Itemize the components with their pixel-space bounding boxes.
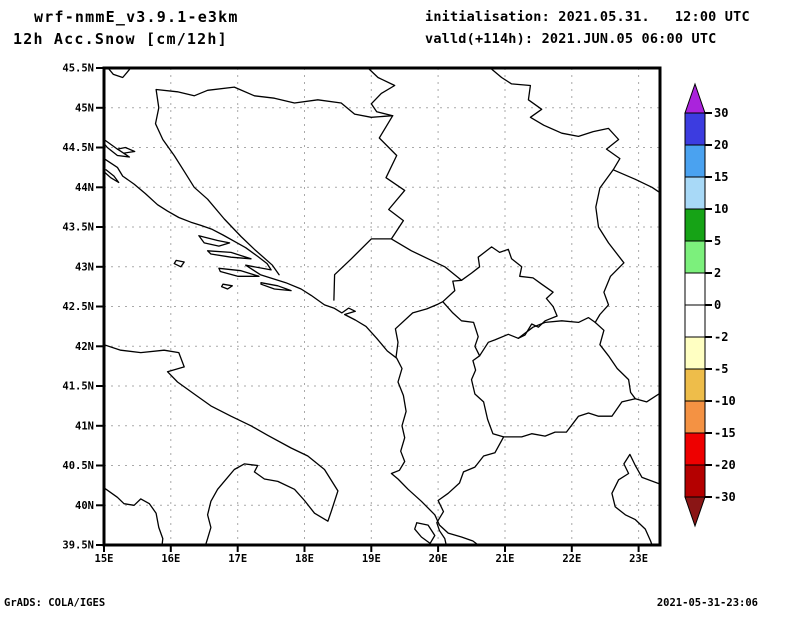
coastline-path [104,157,479,545]
y-axis-label: 43N [75,261,94,273]
coastline-path [220,283,233,290]
colorbar-label: 5 [714,234,721,248]
colorbar-label: 30 [714,106,728,120]
y-axis-label: 42N [75,341,94,353]
country-border-path [390,238,463,281]
country-border-path [634,392,660,403]
x-axis-label: 16E [161,553,180,565]
coastline-path [104,487,164,545]
colorbar-segment [684,464,706,498]
y-axis-label: 39.5N [62,540,94,552]
colorbar-label: 20 [714,138,728,152]
model-title: wrf-nmmE_v3.9.1-e3km [34,8,239,26]
coastline-path [104,169,120,184]
x-axis-label: 15E [95,553,114,565]
colorbar-segment [684,112,706,146]
colorbar-label: -30 [714,490,736,504]
coastline-path [116,146,136,154]
valid-time-label: valld(+114h): 2021.JUN.05 06:00 UTC [425,31,717,47]
product-title: 12h Acc.Snow [cm/12h] [13,30,228,48]
y-axis-label: 44N [75,182,94,194]
y-axis-label: 44.5N [62,142,94,154]
coastline-path [173,259,185,268]
colorbar-segment [684,240,706,274]
y-axis-label: 40N [75,500,94,512]
colorbar-segment [684,176,706,210]
x-axis-label: 21E [496,553,515,565]
geography-layer [104,68,660,545]
colorbar-label: -2 [714,330,728,344]
country-border-path [154,86,406,301]
x-axis-label: 23E [629,553,648,565]
grads-credit-label: GrADS: COLA/IGES [4,597,106,609]
colorbar-segment [684,272,706,306]
colorbar-segment [684,144,706,178]
y-axis-label: 41.5N [62,381,94,393]
colorbar-segment [684,336,706,370]
y-axis-label: 42.5N [62,301,94,313]
x-axis-label: 20E [429,553,448,565]
coastline-path [107,68,132,79]
colorbar-label: -10 [714,394,736,408]
map-frame [102,66,662,547]
y-axis-label: 41N [75,420,94,432]
country-border-path [442,246,558,357]
colorbar-segment [684,400,706,434]
x-axis-label: 19E [362,553,381,565]
colorbar-segment [684,304,706,338]
x-axis-label: 18E [295,553,314,565]
x-axis-label: 22E [562,553,581,565]
colorbar-label: 15 [714,170,728,184]
coastline-path [104,138,131,158]
colorbar-top-arrow [684,82,706,114]
coastline-path [198,235,231,247]
coastline-path [611,453,660,545]
coastline-path [104,344,339,545]
coastline-path [414,522,436,545]
colorbar-segment [684,208,706,242]
country-border-path [594,169,625,324]
y-axis-label: 40.5N [62,460,94,472]
coastline-path [260,282,292,292]
coastline-path [218,267,260,277]
colorbar-label: 10 [714,202,728,216]
y-axis-label: 45N [75,102,94,114]
colorbar-label: 0 [714,298,721,312]
creation-timestamp: 2021-05-31-23:06 [656,597,758,609]
colorbar-label: -15 [714,426,736,440]
y-axis-label: 43.5N [62,222,94,234]
country-border-path [470,316,636,438]
colorbar-segment [684,368,706,402]
x-axis-label: 17E [228,553,247,565]
y-axis-label: 45.5N [62,63,94,75]
country-border-path [489,68,660,194]
init-time-label: initialisation: 2021.05.31. 12:00 UTC [425,9,750,25]
colorbar-bottom-arrow [684,496,706,528]
colorbar-label: -5 [714,362,728,376]
country-border-path [436,436,505,545]
colorbar-label: 2 [714,266,721,280]
colorbar-label: -20 [714,458,736,472]
country-border-path [367,68,396,117]
country-border-path [394,301,444,359]
coastline-path [206,250,252,260]
colorbar-segment [684,432,706,466]
